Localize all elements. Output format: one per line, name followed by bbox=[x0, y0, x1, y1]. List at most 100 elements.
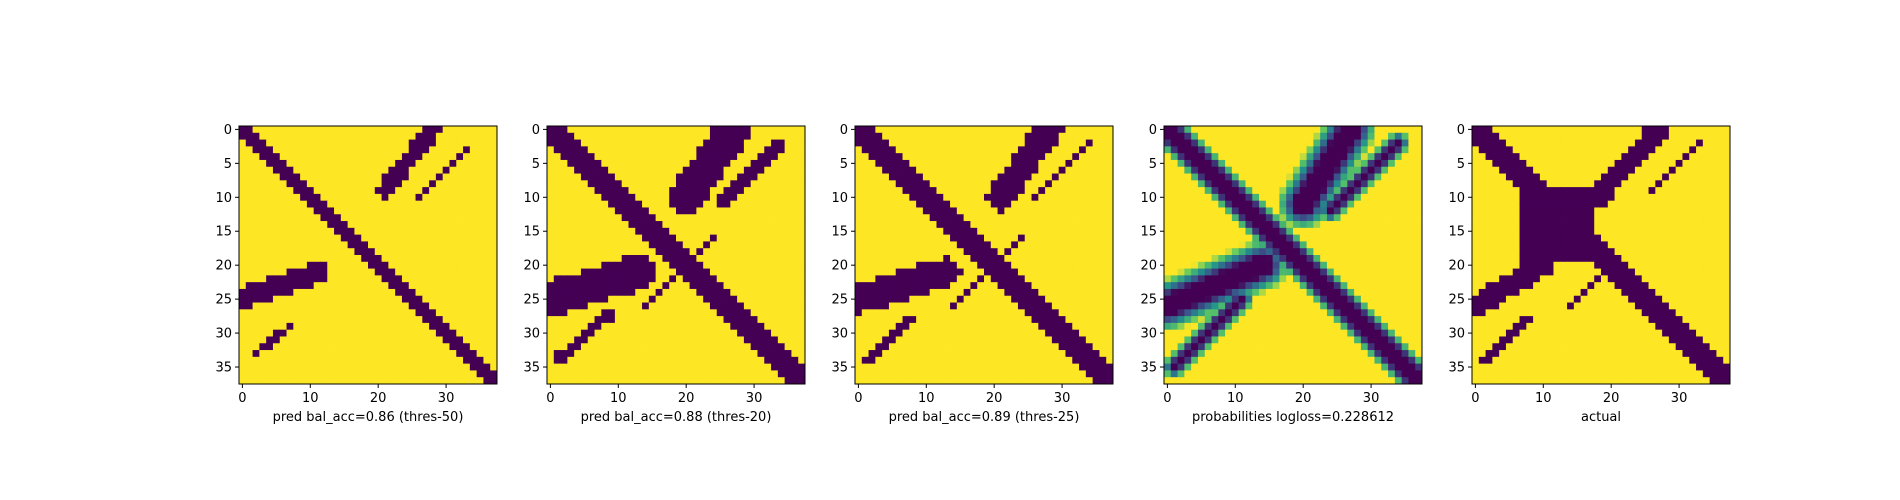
heatmap-cell bbox=[422, 288, 430, 297]
heatmap-cell bbox=[594, 193, 602, 202]
heatmap-cell bbox=[1306, 180, 1314, 188]
heatmap-cell bbox=[1058, 295, 1066, 303]
heatmap-cell bbox=[1045, 227, 1053, 236]
heatmap-cell bbox=[334, 159, 342, 168]
heatmap-cell bbox=[1231, 221, 1240, 229]
heatmap-cell bbox=[560, 329, 568, 337]
heatmap-cell bbox=[354, 302, 362, 310]
heatmap-cell bbox=[1058, 377, 1066, 385]
heatmap-cell bbox=[895, 282, 903, 290]
heatmap-cell bbox=[1340, 187, 1348, 195]
heatmap-cell bbox=[594, 255, 602, 263]
heatmap-cell bbox=[1058, 261, 1066, 269]
heatmap-cell bbox=[1299, 173, 1307, 181]
heatmap-cell bbox=[855, 234, 863, 242]
heatmap-cell bbox=[483, 166, 491, 174]
heatmap-cell bbox=[1079, 288, 1087, 297]
heatmap-cell bbox=[902, 295, 910, 303]
heatmap-cell bbox=[286, 207, 294, 215]
heatmap-cell bbox=[709, 214, 718, 222]
heatmap-cell bbox=[956, 282, 965, 290]
heatmap-cell bbox=[791, 248, 799, 256]
heatmap-cell bbox=[689, 200, 697, 208]
heatmap-cell bbox=[239, 214, 247, 222]
heatmap-cell bbox=[1218, 200, 1226, 208]
heatmap-cell bbox=[676, 146, 684, 154]
heatmap-cell bbox=[628, 302, 636, 310]
heatmap-cell bbox=[1347, 207, 1355, 215]
heatmap-cell bbox=[855, 302, 863, 310]
heatmap-cell bbox=[655, 146, 663, 154]
heatmap-cell bbox=[415, 377, 423, 385]
heatmap-cell bbox=[1031, 356, 1039, 365]
heatmap-cell bbox=[970, 322, 978, 331]
heatmap-cell bbox=[401, 295, 410, 303]
heatmap-cell bbox=[245, 268, 253, 276]
heatmap-cell bbox=[1038, 356, 1046, 365]
heatmap-cell bbox=[1177, 126, 1185, 134]
heatmap-cell bbox=[662, 132, 670, 140]
heatmap-cell bbox=[1051, 200, 1060, 208]
heatmap-cell bbox=[784, 288, 792, 297]
heatmap-cell bbox=[1259, 180, 1267, 188]
heatmap-cell bbox=[621, 241, 629, 249]
heatmap-cell bbox=[909, 336, 917, 344]
heatmap-cell bbox=[757, 255, 765, 263]
heatmap-cell bbox=[395, 139, 403, 147]
heatmap-cell bbox=[1045, 241, 1053, 249]
heatmap-cell bbox=[655, 221, 663, 229]
heatmap-cell bbox=[909, 159, 917, 168]
heatmap-cell bbox=[882, 350, 890, 358]
heatmap-cell bbox=[1252, 146, 1260, 154]
heatmap-cell bbox=[648, 180, 657, 188]
heatmap-cell bbox=[956, 350, 965, 358]
heatmap-cell bbox=[1072, 153, 1080, 161]
heatmap-cell bbox=[553, 193, 561, 202]
heatmap-cell bbox=[547, 350, 555, 358]
heatmap-cell bbox=[239, 227, 247, 236]
heatmap-cell bbox=[567, 356, 575, 365]
heatmap-cell bbox=[1045, 295, 1053, 303]
heatmap-cell bbox=[1374, 180, 1382, 188]
heatmap-cell bbox=[347, 173, 355, 181]
heatmap-cell bbox=[449, 227, 457, 236]
heatmap-cell bbox=[902, 153, 910, 161]
heatmap-cell bbox=[580, 166, 589, 174]
heatmap-cell bbox=[320, 370, 328, 378]
heatmap-cell bbox=[266, 363, 274, 371]
heatmap-cell bbox=[791, 268, 799, 276]
heatmap-cell bbox=[703, 309, 711, 317]
heatmap-cell bbox=[970, 336, 978, 344]
heatmap-cell bbox=[909, 288, 917, 297]
heatmap-cell bbox=[1401, 180, 1409, 188]
heatmap-cell bbox=[943, 329, 951, 337]
heatmap-cell bbox=[757, 126, 765, 134]
heatmap-cell bbox=[490, 214, 498, 222]
heatmap-cell bbox=[855, 248, 863, 256]
y-tick-label: 15 bbox=[523, 225, 540, 240]
heatmap-cell bbox=[1252, 126, 1260, 134]
heatmap-cell bbox=[791, 363, 799, 371]
heatmap-cell bbox=[1367, 173, 1375, 181]
heatmap-cell bbox=[381, 207, 389, 215]
heatmap-cell bbox=[716, 207, 724, 215]
heatmap-cell bbox=[1293, 159, 1301, 168]
heatmap-cell bbox=[984, 227, 992, 236]
heatmap-cell bbox=[435, 126, 444, 134]
heatmap-cell bbox=[553, 316, 561, 324]
heatmap-cell bbox=[709, 302, 718, 310]
heatmap-cell bbox=[422, 275, 430, 283]
heatmap-cell bbox=[648, 241, 657, 249]
heatmap-cell bbox=[553, 166, 561, 174]
heatmap-cell bbox=[1381, 214, 1389, 222]
heatmap-cell bbox=[868, 261, 876, 269]
heatmap-cell bbox=[456, 126, 464, 134]
heatmap-cell bbox=[922, 139, 931, 147]
heatmap-cell bbox=[601, 159, 609, 168]
heatmap-cell bbox=[490, 329, 498, 337]
heatmap-cell bbox=[1360, 153, 1369, 161]
heatmap-cell bbox=[635, 350, 643, 358]
heatmap-cell bbox=[435, 207, 444, 215]
heatmap-cell bbox=[327, 187, 335, 195]
heatmap-cell bbox=[1106, 316, 1114, 324]
